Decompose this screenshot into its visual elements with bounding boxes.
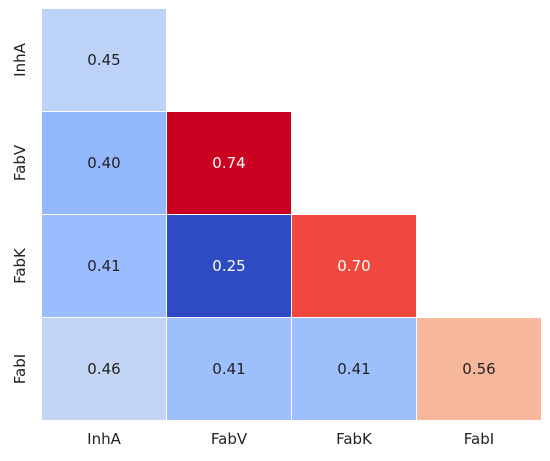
heatmap-cell-fabv-inha	[42, 112, 166, 214]
cell-value-label: 0.45	[87, 51, 120, 69]
y-tick-label: InhA	[11, 42, 29, 76]
cell-value-label: 0.46	[87, 360, 120, 378]
heatmap-cell-inha-inha	[42, 9, 166, 111]
heatmap-cell-fabi-fabi	[417, 318, 541, 420]
x-axis-tick-labels: InhA FabV FabK FabI	[87, 430, 494, 448]
cell-value-label: 0.74	[212, 154, 245, 172]
heatmap-cells	[42, 9, 541, 420]
x-tick-label: FabV	[211, 430, 248, 448]
heatmap-cell-fabv-fabv	[167, 112, 291, 214]
x-tick-label: FabK	[336, 430, 373, 448]
y-tick-label: FabK	[11, 247, 29, 284]
heatmap-cell-fabi-fabv	[167, 318, 291, 420]
heatmap-cell-fabi-fabk	[292, 318, 416, 420]
heatmap-cell-fabk-fabk	[292, 215, 416, 317]
y-tick-label: FabI	[11, 354, 29, 384]
x-tick-label: FabI	[464, 430, 494, 448]
heatmap-cell-fabi-inha	[42, 318, 166, 420]
cell-value-label: 0.56	[462, 360, 495, 378]
y-tick-label: FabV	[11, 144, 29, 181]
x-tick-label: InhA	[87, 430, 121, 448]
heatmap-cell-fabk-inha	[42, 215, 166, 317]
cell-value-label: 0.40	[87, 154, 120, 172]
cell-value-label: 0.70	[337, 257, 370, 275]
cell-value-label: 0.41	[87, 257, 120, 275]
cell-value-label: 0.25	[212, 257, 245, 275]
heatmap-cell-labels: 0.45 0.40 0.74 0.41 0.25 0.70 0.46 0.41 0.41 0.56	[87, 51, 495, 378]
y-axis-tick-labels: InhA FabV FabK FabI	[11, 42, 29, 384]
cell-value-label: 0.41	[337, 360, 370, 378]
cell-value-label: 0.41	[212, 360, 245, 378]
heatmap-cell-fabk-fabv	[167, 215, 291, 317]
